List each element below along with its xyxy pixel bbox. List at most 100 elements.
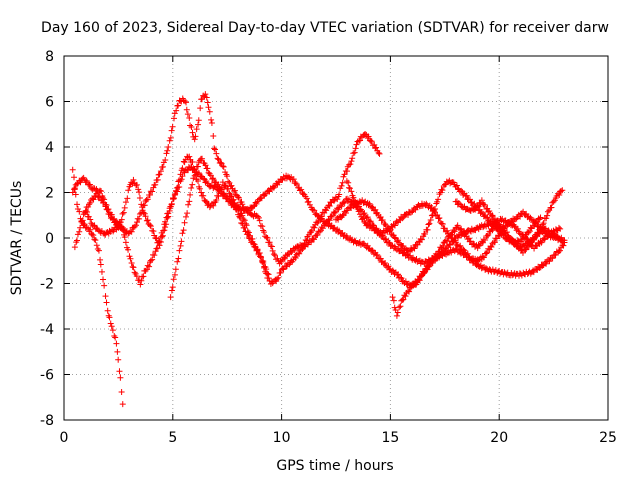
data-point: [102, 293, 109, 300]
data-point: [444, 237, 451, 244]
y-tick-label: -2: [40, 277, 54, 293]
data-point: [197, 105, 204, 112]
data-point: [119, 401, 126, 408]
data-point: [480, 254, 487, 261]
data-point: [374, 251, 381, 258]
data-point: [202, 91, 209, 98]
data-point: [162, 224, 169, 231]
data-point: [238, 220, 245, 226]
data-point: [79, 217, 86, 224]
data-point: [154, 245, 161, 252]
data-point: [217, 159, 224, 166]
data-point: [242, 220, 249, 227]
data-point: [187, 191, 194, 198]
data-point: [400, 296, 407, 303]
data-point: [536, 264, 543, 271]
data-point: [345, 161, 352, 168]
data-point: [194, 163, 201, 170]
data-point: [189, 129, 196, 136]
data-point: [156, 238, 163, 245]
x-tick-label: 20: [490, 430, 508, 446]
data-point: [186, 115, 193, 122]
data-point: [85, 203, 92, 210]
data-point: [355, 208, 362, 215]
data-point: [104, 206, 111, 213]
data-point: [258, 254, 265, 261]
data-point: [192, 133, 199, 140]
data-point: [218, 186, 225, 193]
data-point: [162, 218, 169, 225]
data-point: [292, 254, 299, 261]
data-point: [252, 243, 259, 250]
data-point: [488, 212, 495, 219]
data-point: [171, 271, 178, 278]
data-point: [142, 213, 149, 220]
data-point: [266, 239, 273, 246]
data-point: [447, 241, 454, 248]
series-trace-2: [69, 91, 383, 267]
data-point: [379, 217, 386, 224]
data-point: [133, 181, 140, 188]
data-point: [555, 224, 562, 231]
data-point: [298, 247, 305, 254]
data-point: [219, 163, 226, 170]
data-point: [483, 250, 490, 257]
data-point: [93, 190, 100, 197]
data-point: [394, 309, 401, 316]
data-point: [435, 196, 442, 203]
data-point: [552, 252, 559, 259]
data-point: [499, 226, 506, 233]
y-tick-labels: -8 -6 -4 -2 0 2 4 6 8: [40, 49, 54, 429]
data-point: [125, 187, 132, 194]
data-point: [109, 327, 116, 334]
data-point: [249, 235, 256, 242]
data-point: [535, 223, 542, 230]
data-point: [412, 206, 419, 213]
data-point: [241, 217, 248, 224]
data-point: [504, 221, 511, 228]
data-point: [344, 168, 351, 175]
data-point: [491, 215, 498, 222]
data-point: [180, 227, 187, 234]
data-point: [348, 158, 355, 165]
data-point: [113, 340, 120, 347]
data-point: [172, 266, 179, 273]
data-point: [335, 216, 342, 223]
data-point: [323, 207, 330, 214]
data-point: [103, 299, 110, 306]
data-point: [418, 273, 425, 280]
data-point: [351, 197, 358, 204]
data-point: [157, 168, 164, 175]
data-point: [172, 190, 179, 197]
data-point: [397, 303, 404, 310]
data-point: [384, 228, 391, 235]
data-point: [170, 195, 177, 202]
data-point: [436, 215, 443, 222]
data-point: [90, 196, 97, 203]
data-point: [406, 288, 413, 295]
data-point: [431, 208, 438, 215]
data-point: [230, 196, 237, 203]
data-point: [336, 191, 343, 198]
data-point: [307, 229, 314, 236]
data-point: [553, 234, 560, 241]
data-point: [473, 225, 480, 232]
data-point: [423, 266, 430, 273]
data-point: [439, 187, 446, 194]
data-point: [546, 258, 553, 265]
data-point: [206, 204, 213, 211]
data-point: [202, 162, 209, 169]
data-point: [69, 189, 76, 196]
data-point: [482, 237, 489, 244]
data-point: [150, 228, 157, 235]
data-point: [436, 248, 443, 255]
data-point: [558, 238, 565, 245]
data-point: [179, 230, 186, 237]
data-point: [370, 224, 377, 231]
data-point: [496, 233, 503, 240]
data-point: [118, 226, 125, 233]
data-point: [373, 144, 380, 151]
data-point: [490, 216, 497, 223]
data-point: [87, 226, 94, 233]
data-point: [168, 200, 175, 207]
